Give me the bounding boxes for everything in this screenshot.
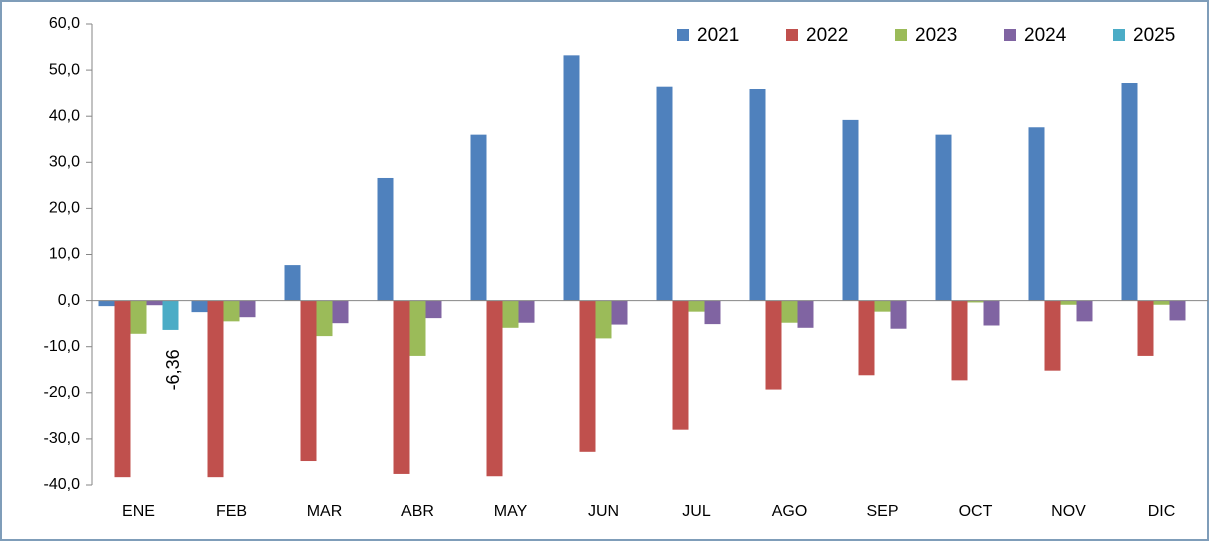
y-tick-label: 20,0 [49, 200, 80, 217]
bar [300, 300, 317, 462]
bar [1137, 300, 1154, 356]
bar [130, 300, 147, 334]
bar [890, 300, 907, 329]
x-tick-label: DIC [1148, 503, 1176, 520]
y-tick-label: -30,0 [44, 430, 81, 447]
x-tick-label: SEP [866, 503, 898, 520]
legend-swatch [1004, 29, 1016, 41]
bar [595, 300, 612, 339]
bar [563, 55, 580, 301]
bar [935, 134, 952, 301]
y-tick-label: -40,0 [44, 476, 81, 493]
x-tick-label: JUL [682, 503, 711, 520]
bar [688, 300, 705, 312]
bar [765, 300, 782, 390]
bar [146, 300, 163, 306]
bar [951, 300, 968, 381]
y-tick-label: -20,0 [44, 384, 81, 401]
y-tick-label: 40,0 [49, 107, 80, 124]
x-tick-label: ENE [122, 503, 155, 520]
legend-swatch [895, 29, 907, 41]
bar [486, 300, 503, 477]
bar [1028, 127, 1045, 301]
bar [393, 300, 410, 474]
bar [858, 300, 875, 376]
bar [518, 300, 535, 323]
bar [284, 265, 301, 301]
legend-label: 2022 [806, 25, 848, 46]
bar [842, 119, 859, 301]
legend-label: 2023 [915, 25, 957, 46]
bar [656, 86, 673, 301]
bar [316, 300, 333, 337]
bar [781, 300, 798, 323]
x-tick-label: NOV [1051, 503, 1086, 520]
y-tick-label: -10,0 [44, 338, 81, 355]
x-tick-label: JUN [588, 503, 619, 520]
x-tick-label: OCT [959, 503, 993, 520]
x-tick-label: ABR [401, 503, 434, 520]
bar [1153, 300, 1170, 305]
bar [377, 177, 394, 301]
y-tick-label: 0,0 [58, 292, 80, 309]
bar [239, 300, 256, 318]
y-tick-label: 10,0 [49, 246, 80, 263]
bar [98, 300, 115, 307]
x-tick-label: MAR [307, 503, 343, 520]
y-tick-label: 50,0 [49, 61, 80, 78]
bar [579, 300, 596, 452]
bar [1044, 300, 1061, 371]
legend-label: 2025 [1133, 25, 1175, 46]
bar [409, 300, 426, 356]
bar [425, 300, 442, 319]
y-tick-label: 30,0 [49, 154, 80, 171]
bar [1121, 83, 1138, 301]
legend-swatch [1113, 29, 1125, 41]
bar [502, 300, 519, 328]
bar [223, 300, 240, 322]
bar [114, 300, 131, 478]
bar [874, 300, 891, 312]
bar [672, 300, 689, 430]
bar [749, 89, 766, 301]
bar [983, 300, 1000, 326]
bar [967, 300, 984, 303]
bar [207, 300, 224, 478]
x-tick-label: MAY [494, 503, 528, 520]
x-tick-label: FEB [216, 503, 247, 520]
bar [1169, 300, 1186, 321]
legend-swatch [677, 29, 689, 41]
bar [162, 300, 179, 330]
bar [1076, 300, 1093, 322]
bar [1060, 300, 1077, 305]
bar [191, 300, 208, 313]
bar [797, 300, 814, 328]
bar [704, 300, 721, 325]
bar [470, 134, 487, 301]
bar [332, 300, 349, 324]
legend-swatch [786, 29, 798, 41]
y-tick-label: 60,0 [49, 15, 80, 32]
legend-label: 2024 [1024, 25, 1067, 46]
x-tick-label: AGO [772, 503, 808, 520]
data-label: -6,36 [163, 349, 183, 390]
legend-label: 2021 [697, 25, 739, 46]
bar [611, 300, 628, 325]
